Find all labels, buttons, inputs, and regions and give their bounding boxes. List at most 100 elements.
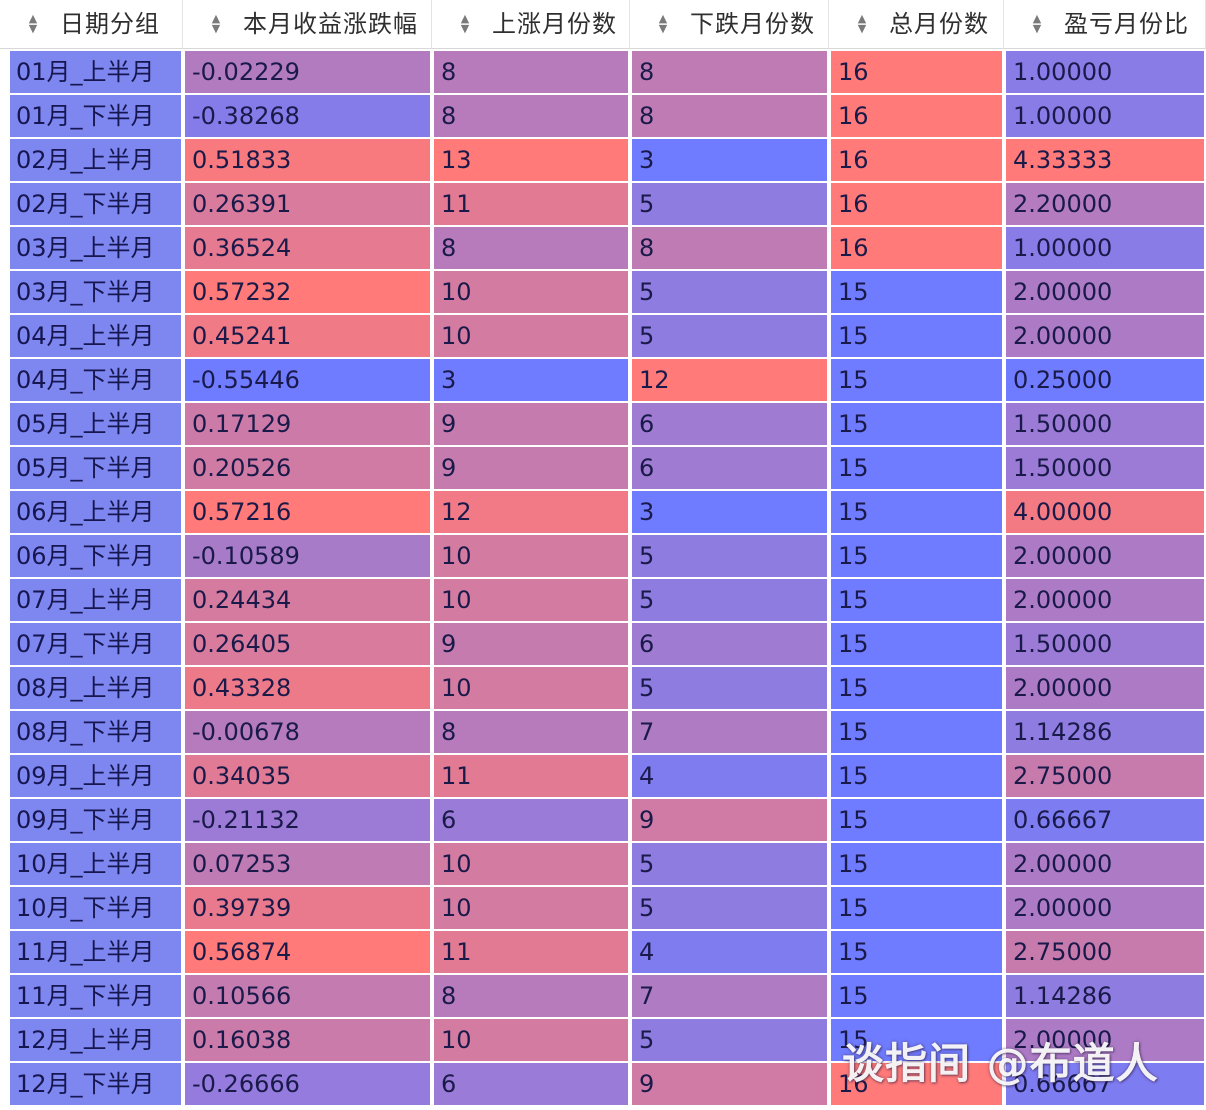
table-cell-date-group: 12月_上半月: [10, 1019, 181, 1061]
table-cell-down-months: 12: [632, 359, 827, 401]
sort-icon[interactable]: ▲ ▼: [28, 12, 38, 35]
table-cell-date-group: 08月_下半月: [10, 711, 181, 753]
column-header-label: 上涨月份数: [492, 9, 617, 38]
table-cell-return-change: 0.57216: [185, 491, 430, 533]
table-cell-down-months: 7: [632, 711, 827, 753]
table-cell-down-months: 8: [632, 227, 827, 269]
sort-icon[interactable]: ▲ ▼: [211, 12, 221, 35]
table-cell-return-change: 0.17129: [185, 403, 430, 445]
table-cell-win-loss-ratio: 1.14286: [1006, 975, 1204, 1017]
column-header-label: 盈亏月份比: [1064, 9, 1189, 38]
table-cell-total-months: 15: [831, 447, 1002, 489]
column-header-return-change[interactable]: ▲ ▼ 本月收益涨跌幅: [183, 0, 432, 49]
table-cell-total-months: 16: [831, 1063, 1002, 1105]
table-cell-date-group: 05月_上半月: [10, 403, 181, 445]
table-cell-down-months: 3: [632, 139, 827, 181]
table-cell-total-months: 16: [831, 227, 1002, 269]
table-cell-total-months: 15: [831, 755, 1002, 797]
table-cell-up-months: 9: [434, 623, 628, 665]
table-cell-up-months: 8: [434, 975, 628, 1017]
column-header-win-loss-ratio[interactable]: ▲ ▼ 盈亏月份比: [1004, 0, 1206, 49]
table-cell-return-change: -0.21132: [185, 799, 430, 841]
table-cell-return-change: 0.26391: [185, 183, 430, 225]
table-cell-up-months: 11: [434, 755, 628, 797]
table-cell-down-months: 6: [632, 623, 827, 665]
table-cell-date-group: 09月_上半月: [10, 755, 181, 797]
table-cell-up-months: 10: [434, 579, 628, 621]
table-cell-total-months: 15: [831, 623, 1002, 665]
table-cell-down-months: 5: [632, 1019, 827, 1061]
column-header-label: 下跌月份数: [690, 9, 815, 38]
table-cell-down-months: 9: [632, 1063, 827, 1105]
table-cell-date-group: 10月_上半月: [10, 843, 181, 885]
table-cell-win-loss-ratio: 1.00000: [1006, 51, 1204, 93]
table-cell-up-months: 10: [434, 271, 628, 313]
table-cell-return-change: 0.45241: [185, 315, 430, 357]
column-header-total-months[interactable]: ▲ ▼ 总月份数: [829, 0, 1004, 49]
table-cell-total-months: 15: [831, 579, 1002, 621]
table-cell-return-change: 0.57232: [185, 271, 430, 313]
table-cell-up-months: 11: [434, 931, 628, 973]
table-cell-up-months: 9: [434, 447, 628, 489]
table-cell-down-months: 8: [632, 51, 827, 93]
table-cell-up-months: 9: [434, 403, 628, 445]
sort-icon[interactable]: ▲ ▼: [658, 12, 668, 35]
table-cell-date-group: 01月_下半月: [10, 95, 181, 137]
table-cell-date-group: 11月_上半月: [10, 931, 181, 973]
table-cell-return-change: 0.56874: [185, 931, 430, 973]
table-cell-date-group: 01月_上半月: [10, 51, 181, 93]
table-cell-total-months: 15: [831, 667, 1002, 709]
table-cell-win-loss-ratio: 2.00000: [1006, 1019, 1204, 1061]
table-cell-date-group: 11月_下半月: [10, 975, 181, 1017]
table-cell-win-loss-ratio: 1.50000: [1006, 623, 1204, 665]
column-header-up-months[interactable]: ▲ ▼ 上涨月份数: [432, 0, 630, 49]
table-cell-win-loss-ratio: 2.00000: [1006, 271, 1204, 313]
table-cell-down-months: 5: [632, 887, 827, 929]
table-cell-return-change: -0.10589: [185, 535, 430, 577]
table-cell-win-loss-ratio: 2.00000: [1006, 315, 1204, 357]
table-cell-up-months: 10: [434, 1019, 628, 1061]
table-cell-up-months: 3: [434, 359, 628, 401]
table-cell-up-months: 6: [434, 799, 628, 841]
table-cell-down-months: 5: [632, 315, 827, 357]
table-cell-date-group: 03月_上半月: [10, 227, 181, 269]
table-cell-total-months: 15: [831, 843, 1002, 885]
sort-icon[interactable]: ▲ ▼: [460, 12, 470, 35]
table-cell-total-months: 15: [831, 975, 1002, 1017]
table-cell-return-change: 0.34035: [185, 755, 430, 797]
table-cell-return-change: 0.39739: [185, 887, 430, 929]
table-cell-up-months: 8: [434, 51, 628, 93]
table-cell-win-loss-ratio: 1.50000: [1006, 403, 1204, 445]
sort-icon[interactable]: ▲ ▼: [1032, 12, 1042, 35]
table-cell-down-months: 3: [632, 491, 827, 533]
sort-icon[interactable]: ▲ ▼: [857, 12, 867, 35]
table-cell-return-change: 0.10566: [185, 975, 430, 1017]
table-cell-date-group: 04月_上半月: [10, 315, 181, 357]
table-cell-down-months: 9: [632, 799, 827, 841]
table-cell-up-months: 8: [434, 711, 628, 753]
table-cell-down-months: 4: [632, 931, 827, 973]
table-cell-total-months: 15: [831, 535, 1002, 577]
table-cell-date-group: 12月_下半月: [10, 1063, 181, 1105]
table-cell-win-loss-ratio: 2.00000: [1006, 667, 1204, 709]
table-cell-up-months: 10: [434, 315, 628, 357]
table-cell-down-months: 7: [632, 975, 827, 1017]
table-cell-date-group: 10月_下半月: [10, 887, 181, 929]
table-cell-return-change: -0.38268: [185, 95, 430, 137]
table-cell-date-group: 06月_下半月: [10, 535, 181, 577]
table-cell-total-months: 15: [831, 799, 1002, 841]
table-cell-total-months: 15: [831, 271, 1002, 313]
column-header-down-months[interactable]: ▲ ▼ 下跌月份数: [630, 0, 829, 49]
table-cell-win-loss-ratio: 2.20000: [1006, 183, 1204, 225]
table-cell-win-loss-ratio: 2.00000: [1006, 887, 1204, 929]
column-header-date-group[interactable]: ▲ ▼ 日期分组: [0, 0, 183, 49]
table-cell-up-months: 12: [434, 491, 628, 533]
table-cell-return-change: 0.26405: [185, 623, 430, 665]
table-cell-total-months: 15: [831, 711, 1002, 753]
table-cell-total-months: 15: [831, 403, 1002, 445]
table-cell-total-months: 16: [831, 95, 1002, 137]
table-cell-date-group: 09月_下半月: [10, 799, 181, 841]
table-cell-return-change: 0.24434: [185, 579, 430, 621]
table-cell-win-loss-ratio: 1.14286: [1006, 711, 1204, 753]
